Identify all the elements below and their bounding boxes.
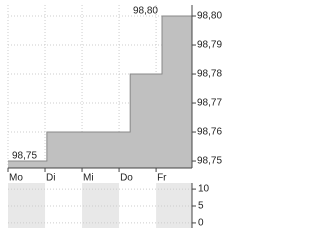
y-tick-label: 98,77 xyxy=(197,98,222,109)
x-tick-label: Fr xyxy=(157,173,167,184)
y-tick-label: 10 xyxy=(198,184,210,195)
band xyxy=(156,183,192,228)
y-tick-label: 5 xyxy=(198,201,204,212)
chart: 98,75 98,76 98,77 98,78 98,79 98,80 Mo Di Mi Do Fr… xyxy=(7,5,222,229)
y-tick-label: 98,76 xyxy=(197,127,222,138)
area xyxy=(8,16,192,169)
y-tick-label: 98,78 xyxy=(197,69,222,80)
annotation: 98,75 xyxy=(12,151,37,162)
y-tick-label: 98,80 xyxy=(197,11,222,22)
x-tick-label: Mi xyxy=(83,173,94,184)
y-tick-label: 98,79 xyxy=(197,40,222,51)
y-tick-label: 98,75 xyxy=(197,156,222,167)
band xyxy=(8,183,46,228)
band xyxy=(82,183,120,228)
annotation: 98,80 xyxy=(133,6,158,17)
x-tick-label: Di xyxy=(46,173,55,184)
y-tick-label: 0 xyxy=(198,218,204,229)
x-tick-label: Do xyxy=(120,173,133,184)
x-tick-label: Mo xyxy=(9,173,23,184)
line xyxy=(8,15,192,162)
